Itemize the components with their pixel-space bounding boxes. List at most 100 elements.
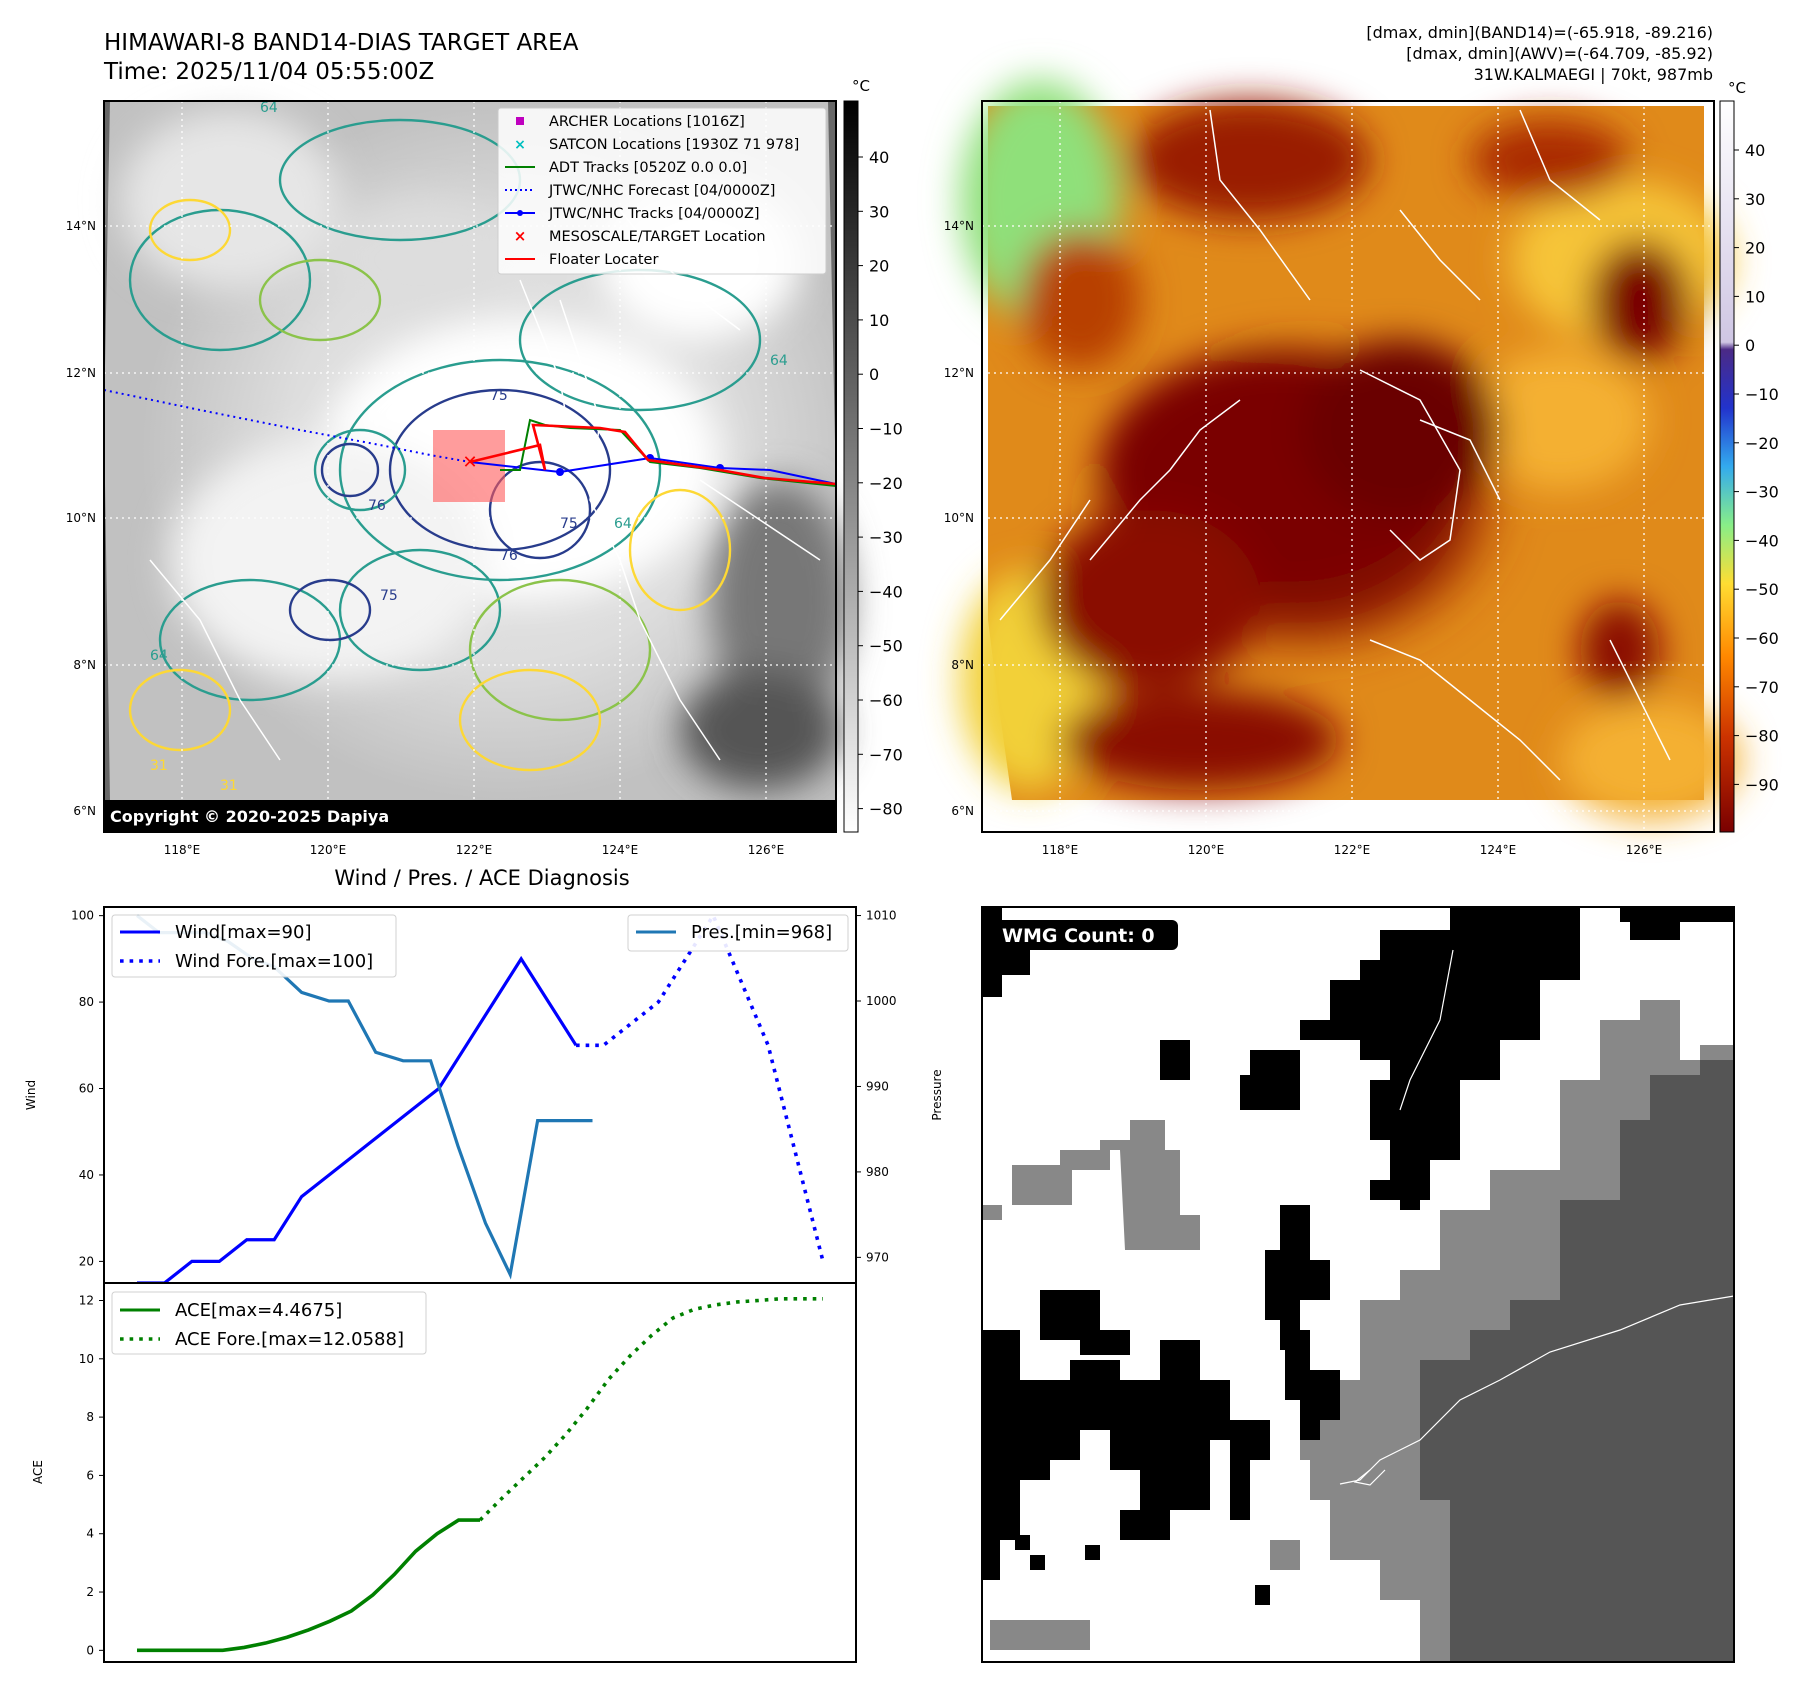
legend-tracks: JTWC/NHC Tracks [04/0000Z] xyxy=(548,206,760,222)
ace-legend: ACE[max=4.4675] ACE Fore.[max=12.0588] xyxy=(111,1291,427,1355)
lat-label: 12°N xyxy=(66,366,96,380)
pressure-legend-label: Pres.[min=968] xyxy=(691,922,832,943)
lat-label: 12°N xyxy=(944,366,974,380)
info-line-storm: 31W.KALMAEGI | 70kt, 987mb xyxy=(1474,65,1713,84)
axis-tick-label: 20 xyxy=(79,1254,94,1268)
colorbar-tick-label: −50 xyxy=(1745,580,1779,599)
forecast-track xyxy=(103,389,471,463)
contour-label: 75 xyxy=(490,388,508,404)
wind-axis-label: Wind xyxy=(24,1080,38,1110)
contour-label: 64 xyxy=(260,100,278,116)
contour-label: 64 xyxy=(770,353,788,369)
best-track-point xyxy=(556,468,564,476)
pressure-axis-label: Pressure xyxy=(930,1069,944,1120)
lon-label: 118°E xyxy=(1042,843,1079,857)
colorbar-tick-label: −70 xyxy=(869,745,903,764)
contour-label: 76 xyxy=(368,498,386,514)
ace-series-line xyxy=(137,1518,480,1653)
info-line-awv: [dmax, dmin](AWV)=(-64.709, -85.92) xyxy=(1406,44,1713,63)
colorbar-tick-label: −80 xyxy=(869,800,903,819)
contour-label: 31 xyxy=(220,778,238,794)
legend-forecast: JTWC/NHC Forecast [04/0000Z] xyxy=(548,183,775,199)
wind-pressure-panel: Wind Pressure 100 80 60 40 20 1010 1000 990 980… xyxy=(24,906,944,1285)
contour-label: 76 xyxy=(500,548,518,564)
colorbar-tick-label: −30 xyxy=(869,528,903,547)
colorbar-tick-label: 0 xyxy=(1745,336,1755,355)
wind-fore-legend-label: Wind Fore.[max=100] xyxy=(175,951,373,972)
diagnosis-title: Wind / Pres. / ACE Diagnosis xyxy=(334,866,629,890)
axis-tick-label: 0 xyxy=(86,1643,94,1657)
colorbar-tick-label: 0 xyxy=(869,365,879,384)
lat-label: 14°N xyxy=(66,219,96,233)
colorbar-tick-label: −70 xyxy=(1745,678,1779,697)
lat-label: 8°N xyxy=(73,658,96,672)
axis-tick-label: 60 xyxy=(79,1082,94,1096)
target-location-icon: × xyxy=(514,227,527,245)
target-marker: ✕ xyxy=(462,452,477,473)
axis-tick-label: 12 xyxy=(79,1293,94,1307)
tracks-point-icon xyxy=(517,210,523,216)
lat-label: 6°N xyxy=(73,804,96,818)
colorbar-tick-label: −20 xyxy=(869,474,903,493)
axis-tick-label: 10 xyxy=(79,1352,94,1366)
axis-tick-label: 80 xyxy=(79,995,94,1009)
axis-tick-label: 1010 xyxy=(866,909,897,923)
copyright-text: Copyright © 2020-2025 Dapiya xyxy=(110,807,389,826)
lon-label: 122°E xyxy=(1334,843,1371,857)
colorbar-tick-label: −50 xyxy=(869,637,903,656)
contour-label: 31 xyxy=(150,758,168,774)
wind-legend: Wind[max=90] Wind Fore.[max=100] xyxy=(111,914,397,978)
ace-axis-label: ACE xyxy=(31,1460,45,1484)
legend-floater: Floater Locater xyxy=(549,252,658,268)
colorbar-tick-label: −60 xyxy=(869,691,903,710)
ace-legend-label: ACE[max=4.4675] xyxy=(175,1300,342,1321)
lon-label: 120°E xyxy=(310,843,347,857)
lon-label: 124°E xyxy=(1480,843,1517,857)
colorbar-tick-label: −90 xyxy=(1745,775,1779,794)
lon-label: 126°E xyxy=(748,843,785,857)
legend-adt: ADT Tracks [0520Z 0.0 0.0] xyxy=(549,160,747,176)
legend-target: MESOSCALE/TARGET Location xyxy=(549,229,766,245)
axis-tick-label: 4 xyxy=(86,1527,94,1541)
lon-label: 124°E xyxy=(602,843,639,857)
colorbar-tick-label: −20 xyxy=(1745,434,1779,453)
colorbar-tick-label: 20 xyxy=(1745,239,1765,258)
colorbar-color: °C 40 30 20 10 0 −10 −20 −30 −40 −50 −60 −70 −80 −90 xyxy=(1719,79,1779,833)
axis-tick-label: 6 xyxy=(86,1468,94,1482)
colorbar-tick-label: −40 xyxy=(1745,531,1779,550)
wmg-count-label: WMG Count: 0 xyxy=(1002,925,1155,947)
colorbar-tick-label: −60 xyxy=(1745,629,1779,648)
contour-label: 64 xyxy=(614,516,632,532)
colorbar-tick-label: 10 xyxy=(869,311,889,330)
legend-archer: ARCHER Locations [1016Z] xyxy=(549,114,745,130)
colorbar-tick-label: −10 xyxy=(869,420,903,439)
colorbar-tick-label: 30 xyxy=(1745,190,1765,209)
best-track xyxy=(469,456,837,485)
contour-label: 75 xyxy=(560,516,578,532)
wind-legend-label: Wind[max=90] xyxy=(175,922,312,943)
colorbar-tick-label: 10 xyxy=(1745,287,1765,306)
lon-label: 118°E xyxy=(164,843,201,857)
lon-label: 122°E xyxy=(456,843,493,857)
axis-tick-label: 8 xyxy=(86,1410,94,1424)
axis-tick-label: 40 xyxy=(79,1168,94,1182)
satcon-marker-icon: × xyxy=(514,137,526,153)
info-line-band14: [dmax, dmin](BAND14)=(-65.918, -89.216) xyxy=(1366,23,1713,42)
ace-fore-legend-label: ACE Fore.[max=12.0588] xyxy=(175,1329,404,1350)
contour-label: 64 xyxy=(150,648,168,664)
lat-label: 10°N xyxy=(66,511,96,525)
colorbar-color-unit: °C xyxy=(1728,79,1746,97)
colorbar-tick-label: −10 xyxy=(1745,385,1779,404)
right-map-axes: 14°N 12°N 10°N 8°N 6°N 118°E 120°E 122°E… xyxy=(944,219,1663,857)
lon-label: 120°E xyxy=(1188,843,1225,857)
lat-label: 6°N xyxy=(951,804,974,818)
figure-title-line1: HIMAWARI-8 BAND14-DIAS TARGET AREA xyxy=(104,30,579,56)
colorbar-gray-unit: °C xyxy=(852,77,870,95)
left-map-axes: 14°N 12°N 10°N 8°N 6°N 118°E 120°E 122°E… xyxy=(66,219,785,857)
colorbar-tick-label: −80 xyxy=(1745,727,1779,746)
wind-series-line xyxy=(137,955,578,1285)
axis-tick-label: 970 xyxy=(866,1250,889,1264)
pressure-legend: Pres.[min=968] xyxy=(627,914,849,952)
lon-label: 126°E xyxy=(1626,843,1663,857)
